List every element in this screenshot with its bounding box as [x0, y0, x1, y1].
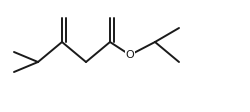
Text: O: O: [126, 50, 134, 60]
